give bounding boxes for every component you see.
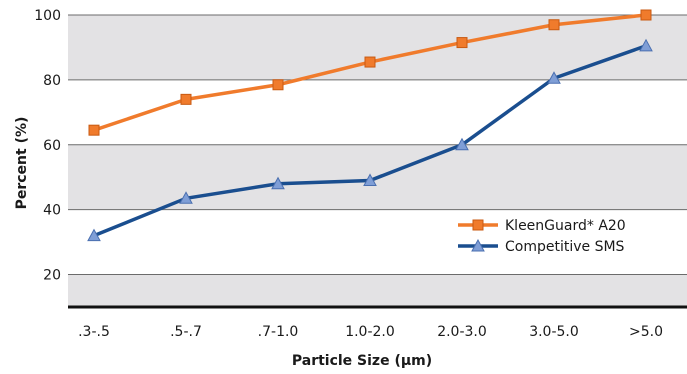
- data-point-triangle: [455, 137, 469, 151]
- y-tick-label: 60: [43, 138, 61, 154]
- x-tick-label: >5.0: [629, 324, 663, 340]
- x-axis-title: Particle Size (μm): [292, 353, 432, 369]
- x-axis-ticks: .3-.5 .5-.7 .7-1.0 1.0-2.0 2.0-3.0 3.0-5.0 >5.…: [78, 324, 663, 340]
- legend: KleenGuard* A20 Competitive SMS: [458, 218, 626, 255]
- x-tick-label: 1.0-2.0: [345, 324, 395, 340]
- x-tick-label: .5-.7: [170, 324, 202, 340]
- x-tick-label: .7-1.0: [258, 324, 299, 340]
- band: [68, 209, 687, 275]
- data-point-triangle: [363, 173, 377, 186]
- data-point-triangle: [471, 238, 485, 252]
- legend-label: Competitive SMS: [505, 239, 625, 255]
- data-point-square: [640, 9, 652, 21]
- data-point-square: [364, 56, 376, 68]
- gridlines: [68, 14, 687, 309]
- band: [68, 79, 687, 145]
- y-axis-ticks: 20 40 60 80 100: [34, 8, 61, 284]
- data-point-triangle: [547, 71, 561, 84]
- x-tick-label: 3.0-5.0: [529, 324, 579, 340]
- x-tick-label: 2.0-3.0: [437, 324, 487, 340]
- x-tick-label: .3-.5: [78, 324, 110, 340]
- data-point-triangle: [179, 191, 193, 204]
- data-point-triangle: [639, 38, 653, 52]
- series-layer: [87, 9, 653, 242]
- legend-label: KleenGuard* A20: [505, 218, 626, 234]
- background-bands: [68, 15, 687, 307]
- y-axis-title: Percent (%): [14, 117, 30, 210]
- data-point-triangle: [87, 228, 101, 242]
- series-kleenguard: [88, 9, 652, 136]
- data-point-square: [180, 93, 192, 105]
- data-point-square: [272, 79, 284, 91]
- y-tick-label: 20: [43, 268, 61, 284]
- y-tick-label: 80: [43, 73, 61, 89]
- data-point-square: [548, 19, 560, 31]
- data-point-triangle: [271, 176, 285, 190]
- legend-item: KleenGuard* A20: [458, 218, 626, 234]
- data-point-square: [456, 37, 468, 49]
- band: [68, 274, 687, 307]
- y-tick-label: 100: [34, 8, 61, 24]
- legend-item: Competitive SMS: [458, 238, 625, 255]
- y-tick-label: 40: [43, 203, 61, 219]
- data-point-square: [88, 124, 100, 136]
- data-point-square: [472, 219, 484, 231]
- series-competitive-sms: [87, 38, 653, 242]
- band: [68, 15, 687, 80]
